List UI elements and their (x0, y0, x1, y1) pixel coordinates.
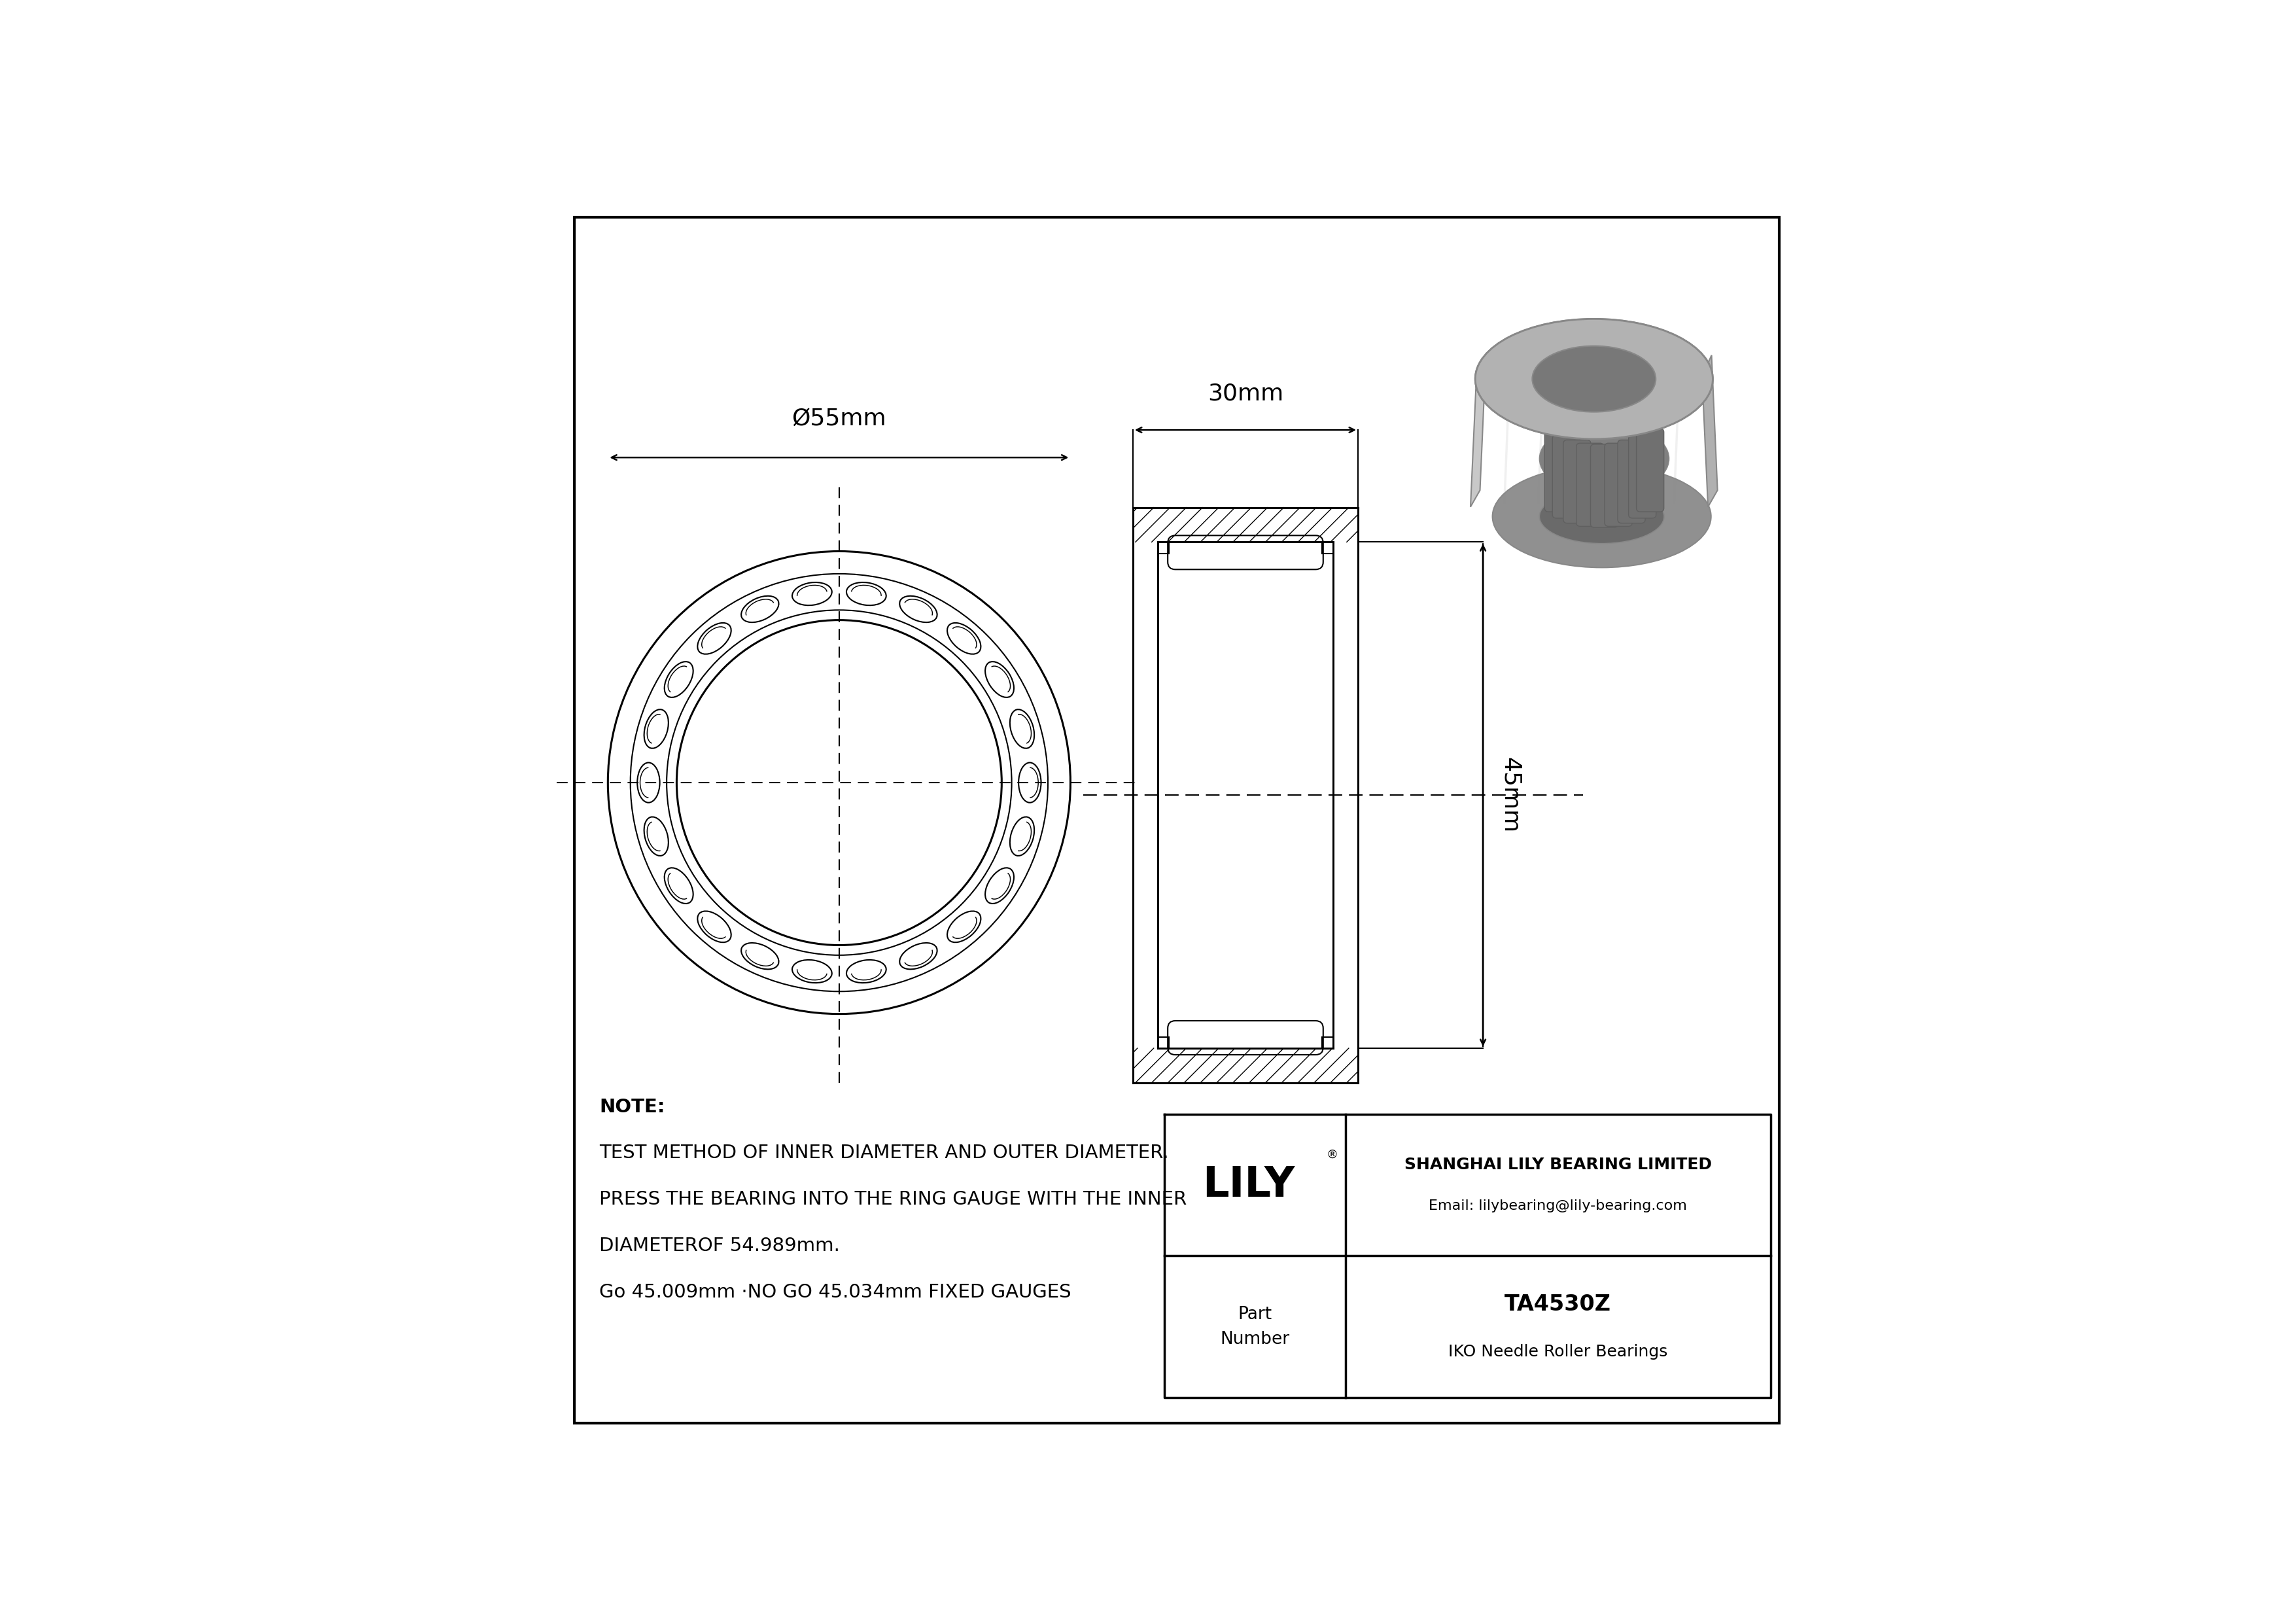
FancyBboxPatch shape (1564, 440, 1591, 523)
FancyBboxPatch shape (1545, 429, 1573, 512)
FancyBboxPatch shape (1637, 429, 1665, 512)
Ellipse shape (1531, 346, 1655, 412)
Text: PRESS THE BEARING INTO THE RING GAUGE WITH THE INNER: PRESS THE BEARING INTO THE RING GAUGE WI… (599, 1190, 1187, 1208)
FancyBboxPatch shape (1552, 435, 1580, 518)
Text: TEST METHOD OF INNER DIAMETER AND OUTER DIAMETER.: TEST METHOD OF INNER DIAMETER AND OUTER … (599, 1143, 1169, 1163)
Text: Ø55mm: Ø55mm (792, 408, 886, 430)
Text: ®: ® (1327, 1150, 1339, 1161)
Text: 30mm: 30mm (1208, 383, 1283, 404)
Text: Part
Number: Part Number (1219, 1306, 1290, 1348)
Ellipse shape (1476, 318, 1713, 438)
Text: IKO Needle Roller Bearings: IKO Needle Roller Bearings (1449, 1345, 1667, 1359)
Ellipse shape (1538, 489, 1665, 544)
Text: 45mm: 45mm (1499, 757, 1522, 833)
Text: DIAMETEROF 54.989mm.: DIAMETEROF 54.989mm. (599, 1236, 840, 1255)
Polygon shape (1469, 356, 1486, 507)
Text: Email: lilybearing@lily-bearing.com: Email: lilybearing@lily-bearing.com (1428, 1200, 1688, 1213)
Text: LILY: LILY (1203, 1164, 1295, 1205)
Ellipse shape (1538, 422, 1669, 495)
Text: Go 45.009mm ·NO GO 45.034mm FIXED GAUGES: Go 45.009mm ·NO GO 45.034mm FIXED GAUGES (599, 1283, 1072, 1301)
Text: SHANGHAI LILY BEARING LIMITED: SHANGHAI LILY BEARING LIMITED (1405, 1156, 1713, 1173)
Text: TA4530Z: TA4530Z (1504, 1294, 1612, 1315)
FancyBboxPatch shape (1591, 445, 1619, 528)
FancyBboxPatch shape (1605, 443, 1632, 526)
FancyBboxPatch shape (1619, 440, 1646, 523)
FancyBboxPatch shape (1577, 443, 1605, 526)
FancyBboxPatch shape (1628, 435, 1655, 518)
Ellipse shape (1476, 318, 1713, 438)
Text: NOTE:: NOTE: (599, 1098, 666, 1116)
Ellipse shape (1492, 466, 1711, 567)
Polygon shape (1701, 356, 1717, 507)
Ellipse shape (1531, 346, 1655, 412)
